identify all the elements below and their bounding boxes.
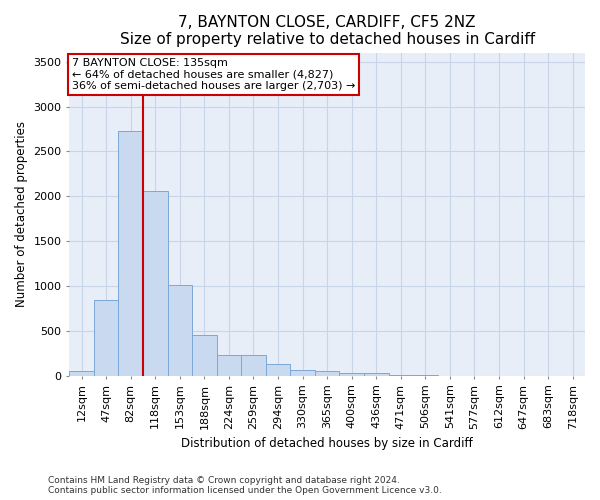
Bar	[389, 375, 413, 376]
Bar	[167, 285, 192, 376]
Title: 7, BAYNTON CLOSE, CARDIFF, CF5 2NZ
Size of property relative to detached houses : 7, BAYNTON CLOSE, CARDIFF, CF5 2NZ Size …	[119, 15, 535, 48]
Bar	[118, 131, 143, 376]
Y-axis label: Number of detached properties: Number of detached properties	[15, 122, 28, 308]
Bar	[364, 373, 389, 376]
Bar	[266, 364, 290, 376]
Bar	[340, 373, 364, 376]
Bar	[143, 191, 167, 376]
Bar	[290, 370, 315, 376]
Bar	[94, 300, 118, 376]
Bar	[217, 356, 241, 376]
Text: Contains HM Land Registry data © Crown copyright and database right 2024.
Contai: Contains HM Land Registry data © Crown c…	[48, 476, 442, 495]
Bar	[241, 356, 266, 376]
Bar	[70, 371, 94, 376]
Text: 7 BAYNTON CLOSE: 135sqm
← 64% of detached houses are smaller (4,827)
36% of semi: 7 BAYNTON CLOSE: 135sqm ← 64% of detache…	[72, 58, 355, 92]
Bar	[192, 335, 217, 376]
X-axis label: Distribution of detached houses by size in Cardiff: Distribution of detached houses by size …	[181, 437, 473, 450]
Bar	[315, 370, 340, 376]
